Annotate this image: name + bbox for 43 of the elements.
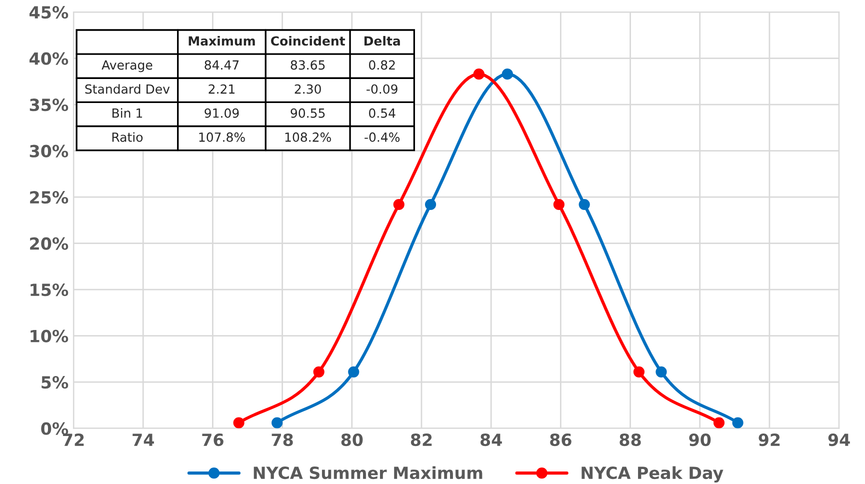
annotation: 0.54 <box>369 108 396 118</box>
y-tick-label: 15% <box>30 284 68 296</box>
y-tick-label: 45% <box>30 6 68 19</box>
y-tick-label: 35% <box>30 98 68 112</box>
annotation: -0.4% <box>364 132 400 142</box>
annotation: 2.30 <box>294 84 321 94</box>
x-tick-label: 78 <box>272 433 293 446</box>
x-tick-label: 90 <box>689 433 711 446</box>
y-tick-label: 40% <box>30 52 68 65</box>
y-tick-label: 30% <box>30 144 68 158</box>
x-tick-label: 92 <box>758 433 780 446</box>
x-tick-label: 94 <box>828 434 850 446</box>
annotation: 107.8% <box>199 132 245 142</box>
annotation: Delta <box>364 36 400 46</box>
annotation: Standard Dev <box>85 84 170 94</box>
y-tick-label: 0% <box>41 422 68 435</box>
annotation: 91.09 <box>204 108 239 118</box>
annotation: Maximum <box>188 36 255 46</box>
y-tick-label: 20% <box>30 237 68 250</box>
annotation: 84.47 <box>204 60 239 70</box>
annotation: -0.09 <box>366 84 398 94</box>
annotation: 83.65 <box>290 60 325 70</box>
annotation: Ratio <box>112 132 143 142</box>
annotation: 90.55 <box>290 108 325 118</box>
annotation: Bin 1 <box>112 108 142 118</box>
legend-label: NYCA Peak Day <box>582 466 724 482</box>
x-tick-label: 88 <box>620 433 641 446</box>
annotation: Average <box>102 60 152 72</box>
annotation: 0.82 <box>369 60 395 70</box>
x-tick-label: 84 <box>480 433 502 446</box>
annotation: 108.2% <box>285 132 331 142</box>
y-tick-label: 5% <box>42 376 68 389</box>
legend-label: NYCA Summer Maximum <box>254 466 482 480</box>
annotation: 2.21 <box>208 84 235 94</box>
x-tick-label: 72 <box>63 433 84 446</box>
x-tick-label: 80 <box>341 433 363 446</box>
x-tick-label: 76 <box>202 434 224 446</box>
x-tick-label: 82 <box>410 433 432 446</box>
y-tick-label: 25% <box>30 191 68 204</box>
annotation: Coincident <box>270 36 346 46</box>
x-tick-label: 74 <box>132 434 154 446</box>
y-tick-label: 10% <box>30 330 68 342</box>
x-tick-label: 86 <box>550 433 572 446</box>
